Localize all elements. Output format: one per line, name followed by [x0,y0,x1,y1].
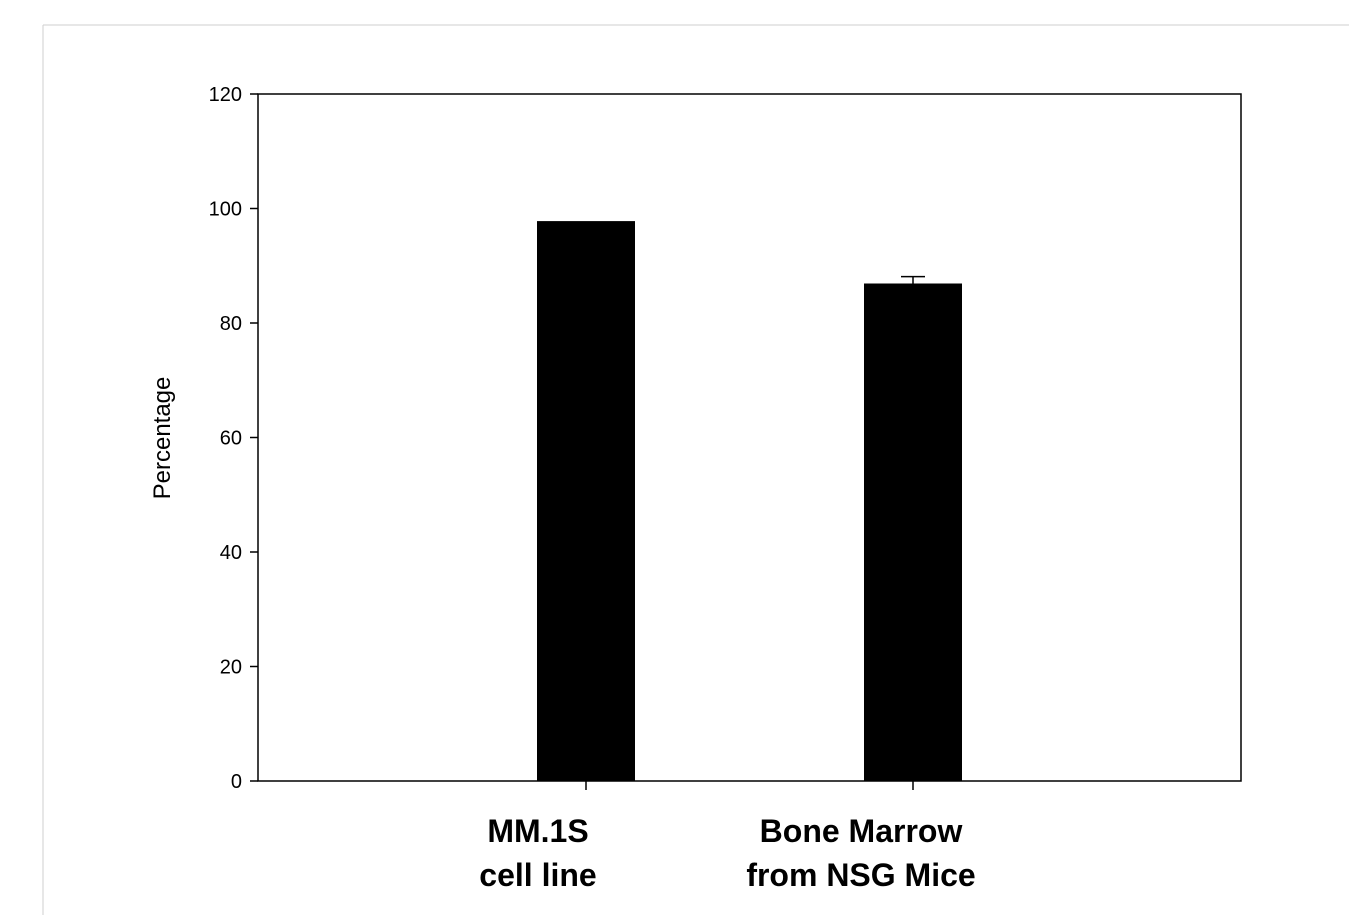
plot-area: 0 20 40 60 80 100 120 MM.1S cell line Bone Marrow… [209,84,1242,893]
y-tick-label: 40 [220,542,242,564]
x-category-label-line: Bone Marrow [760,813,963,849]
y-axis-title: Percentage [149,377,176,500]
x-category-label: Bone Marrow from NSG Mice [746,813,975,893]
y-tick-label: 120 [209,84,242,106]
y-tick-label: 0 [231,771,242,793]
bar [864,283,962,781]
y-tick-label: 60 [220,428,242,450]
x-category-label-line: cell line [479,857,596,893]
x-category-label: MM.1S cell line [479,813,596,893]
plot-frame [257,93,1242,782]
x-category-label-line: from NSG Mice [746,857,975,893]
y-tick-label: 80 [220,313,242,335]
y-tick-label: 20 [220,657,242,679]
x-category-label-line: MM.1S [487,813,588,849]
y-tick-label: 100 [209,199,242,221]
bar [537,221,635,782]
